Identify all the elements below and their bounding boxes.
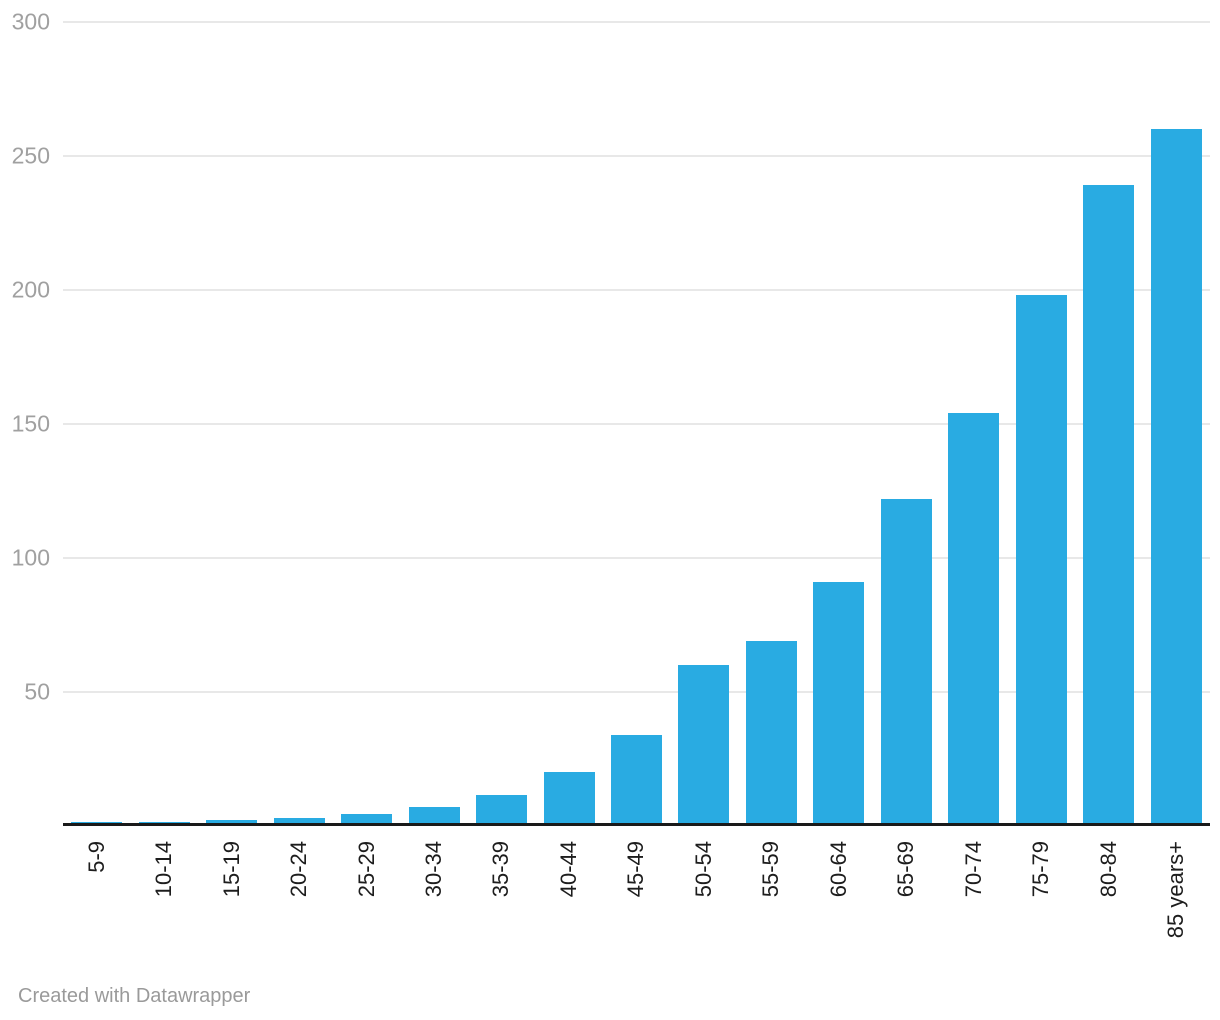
bar-slot: [468, 22, 535, 823]
bar-slot: [333, 22, 400, 823]
x-label-slot: 80-84: [1075, 841, 1142, 897]
x-tick-label-60-64: 60-64: [825, 841, 851, 898]
x-tick-label-10-14: 10-14: [151, 841, 177, 898]
datawrapper-credit: Created with Datawrapper: [18, 985, 251, 1007]
y-tick-label-100: 100: [11, 544, 50, 571]
bar-35-39: [476, 794, 528, 823]
x-tick-label-85 years+: 85 years+: [1163, 841, 1189, 939]
bar-slot: [130, 22, 197, 823]
bar-slot: [1143, 22, 1210, 823]
x-tick-label-5-9: 5-9: [83, 841, 109, 873]
x-tick-label-75-79: 75-79: [1028, 841, 1054, 898]
x-label-slot: 25-29: [333, 841, 400, 897]
gridline-100: [63, 557, 1210, 559]
bar-50-54: [678, 664, 730, 823]
x-tick-label-20-24: 20-24: [286, 841, 312, 898]
x-tick-label-65-69: 65-69: [893, 841, 919, 898]
x-label-slot: 10-14: [130, 841, 197, 897]
bar-slot: [198, 22, 265, 823]
bar-slot: [265, 22, 332, 823]
bar-slot: [603, 22, 670, 823]
gridline-200: [63, 289, 1210, 291]
gridline-300: [63, 21, 1210, 23]
x-tick-label-55-59: 55-59: [758, 841, 784, 898]
bar-55-59: [745, 640, 797, 823]
x-label-slot: 45-49: [603, 841, 670, 897]
bar-70-74: [948, 412, 1000, 823]
x-tick-label-50-54: 50-54: [690, 841, 716, 898]
bar-20-24: [273, 817, 325, 823]
x-label-slot: 75-79: [1008, 841, 1075, 897]
x-label-slot: 20-24: [265, 841, 332, 897]
x-label-slot: 85 years+: [1143, 841, 1210, 938]
gridline-250: [63, 155, 1210, 157]
bar-10-14: [138, 822, 190, 823]
x-label-slot: 40-44: [535, 841, 602, 897]
bar-80-84: [1083, 185, 1135, 823]
x-label-slot: 65-69: [873, 841, 940, 897]
bar-slot: [400, 22, 467, 823]
bar-30-34: [408, 806, 460, 823]
x-label-slot: 15-19: [198, 841, 265, 897]
x-tick-label-25-29: 25-29: [353, 841, 379, 898]
x-tick-label-70-74: 70-74: [960, 841, 986, 898]
y-tick-label-150: 150: [11, 410, 50, 437]
x-label-slot: 5-9: [63, 841, 130, 873]
x-tick-label-30-34: 30-34: [420, 841, 446, 898]
y-tick-label-200: 200: [11, 276, 50, 303]
bar-slot: [63, 22, 130, 823]
x-axis-labels: 5-9 10-14 15-19 20-24 25-29 30-34 35-39 40-44 45…: [63, 841, 1210, 938]
bar-65-69: [880, 498, 932, 823]
bar-5-9: [71, 822, 123, 823]
x-label-slot: 35-39: [468, 841, 535, 897]
bar-slot: [1008, 22, 1075, 823]
bar-slot: [940, 22, 1007, 823]
bar-60-64: [813, 581, 865, 823]
y-tick-label-50: 50: [24, 678, 50, 705]
y-tick-label-250: 250: [11, 142, 50, 169]
bar-40-44: [543, 772, 595, 823]
x-tick-label-45-49: 45-49: [623, 841, 649, 898]
bar-25-29: [341, 813, 393, 823]
plot-area: 300 250 200 150 100 50: [12, 10, 1210, 826]
bar-slot: [805, 22, 872, 823]
x-tick-label-80-84: 80-84: [1095, 841, 1121, 898]
x-label-slot: 30-34: [400, 841, 467, 897]
bar-45-49: [610, 734, 662, 823]
bars-row: [63, 22, 1210, 823]
x-label-slot: 60-64: [805, 841, 872, 897]
bar-slot: [873, 22, 940, 823]
bar-slot: [535, 22, 602, 823]
x-label-slot: 50-54: [670, 841, 737, 897]
x-tick-label-35-39: 35-39: [488, 841, 514, 898]
x-label-slot: 70-74: [940, 841, 1007, 897]
gridline-150: [63, 423, 1210, 425]
bar-15-19: [206, 820, 258, 823]
bar-75-79: [1015, 295, 1067, 823]
x-tick-label-40-44: 40-44: [555, 841, 581, 898]
x-tick-label-15-19: 15-19: [218, 841, 244, 898]
bar-slot: [738, 22, 805, 823]
bar-slot: [670, 22, 737, 823]
y-tick-label-300: 300: [11, 8, 50, 35]
bar-slot: [1075, 22, 1142, 823]
gridline-50: [63, 691, 1210, 693]
x-label-slot: 55-59: [738, 841, 805, 897]
bar-85 years+: [1150, 128, 1202, 823]
